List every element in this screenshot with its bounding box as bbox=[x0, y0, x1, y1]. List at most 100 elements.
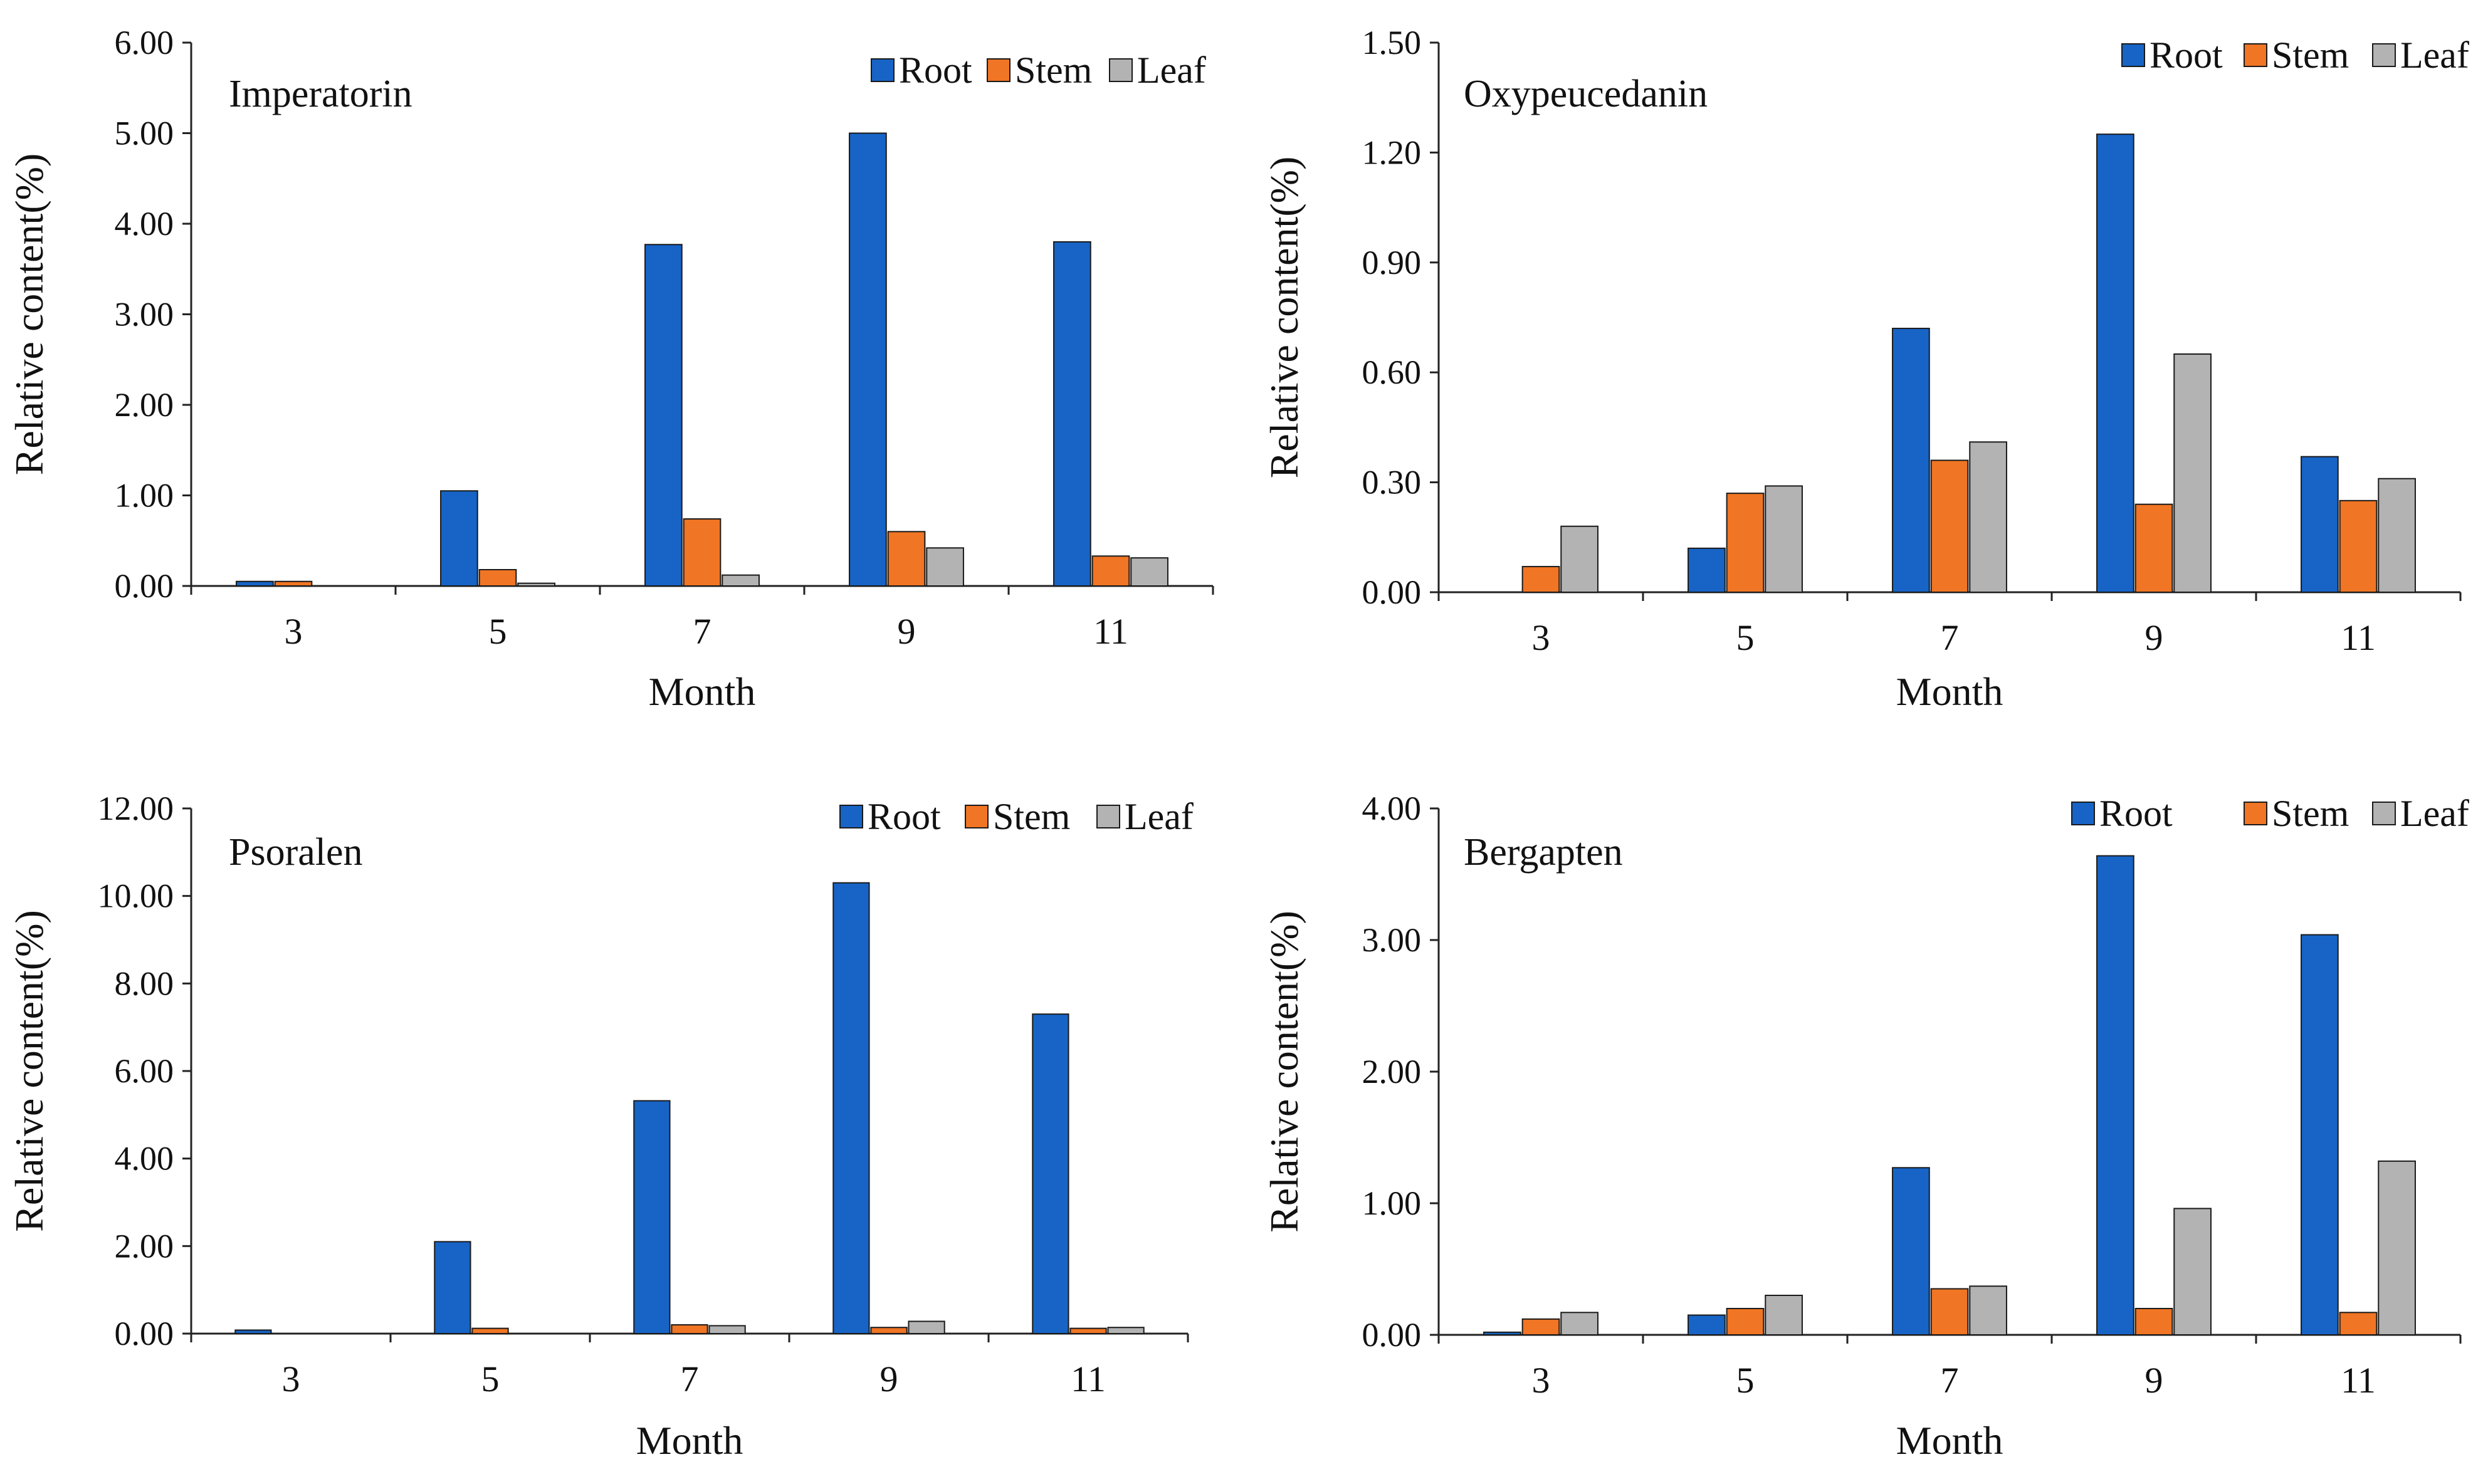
legend-label-stem: Stem bbox=[2272, 34, 2349, 76]
legend-swatch-stem bbox=[2244, 802, 2267, 825]
panel-title: Imperatorin bbox=[229, 73, 412, 115]
x-tick-label: 3 bbox=[1532, 617, 1550, 658]
bar-root-month-11 bbox=[1032, 1013, 1069, 1334]
x-tick-label: 11 bbox=[1071, 1359, 1106, 1399]
x-tick-label: 3 bbox=[285, 611, 303, 652]
chart-panel-imperatorin: 0.00 1.00 2.00 3.00 4.00 5.00 6.00 3 5 7 9 11 Impera… bbox=[7, 24, 1214, 714]
y-tick-label: 4.00 bbox=[1362, 790, 1422, 827]
bar-stem-month-5 bbox=[471, 1327, 509, 1335]
bar-stem-month-9 bbox=[2134, 503, 2173, 593]
y-tick-label: 1.00 bbox=[1362, 1184, 1422, 1222]
y-tick-label: 1.00 bbox=[115, 477, 174, 515]
bar-leaf-month-11 bbox=[1130, 557, 1168, 587]
bar-stem-month-5 bbox=[478, 568, 517, 587]
bar-leaf-month-5 bbox=[517, 582, 555, 587]
y-tick-label: 2.00 bbox=[115, 386, 174, 424]
y-tick-label: 0.00 bbox=[115, 567, 174, 605]
y-tick-label: 5.00 bbox=[115, 115, 174, 152]
bar-leaf-month-7 bbox=[1969, 441, 2007, 593]
y-tick-label: 12.00 bbox=[98, 790, 174, 827]
x-tick-label: 5 bbox=[1736, 1360, 1755, 1401]
bar-leaf-month-5 bbox=[1765, 485, 1803, 593]
x-tick-label: 7 bbox=[1941, 617, 1959, 658]
x-axis-title: Month bbox=[1896, 1418, 2003, 1463]
y-tick-label: 8.00 bbox=[115, 964, 174, 1002]
y-tick-label: 1.50 bbox=[1362, 24, 1422, 61]
x-tick-label: 9 bbox=[2145, 617, 2163, 658]
x-axis-title: Month bbox=[636, 1418, 743, 1463]
legend-swatch-leaf bbox=[1096, 805, 1120, 828]
bar-stem-month-9 bbox=[2134, 1308, 2173, 1335]
bar-root-month-5 bbox=[1688, 1314, 1726, 1335]
legend-swatch-root bbox=[2071, 802, 2095, 825]
legend: Root Stem Leaf bbox=[2071, 793, 2469, 834]
legend-label-leaf: Leaf bbox=[1137, 50, 1206, 91]
bar-stem-month-7 bbox=[1930, 1288, 1969, 1335]
legend-label-stem: Stem bbox=[993, 796, 1070, 837]
x-tick-label: 11 bbox=[2341, 1360, 2376, 1401]
x-tick-label: 9 bbox=[2145, 1360, 2163, 1401]
x-tick-label: 7 bbox=[1941, 1360, 1959, 1401]
bar-leaf-month-11 bbox=[1107, 1327, 1145, 1335]
x-tick-label: 5 bbox=[489, 611, 507, 652]
legend-swatch-root bbox=[2121, 43, 2145, 67]
bar-stem-month-11 bbox=[2339, 499, 2378, 593]
bar-root-month-9 bbox=[2096, 133, 2134, 593]
bar-root-month-5 bbox=[434, 1241, 471, 1334]
legend-swatch-stem bbox=[965, 805, 989, 828]
bar-stem-month-9 bbox=[887, 531, 926, 587]
y-tick-label: 0.60 bbox=[1362, 353, 1422, 391]
legend-swatch-stem bbox=[987, 58, 1011, 82]
y-tick-label: 0.00 bbox=[115, 1315, 174, 1352]
bar-leaf-month-9 bbox=[926, 547, 964, 587]
bar-root-month-9 bbox=[2096, 855, 2134, 1335]
y-axis-title: Relative content(%) bbox=[1262, 911, 1306, 1233]
bar-stem-month-3 bbox=[274, 580, 313, 587]
bar-leaf-month-7 bbox=[1969, 1285, 2007, 1336]
bar-leaf-month-9 bbox=[908, 1320, 945, 1335]
x-tick-label: 11 bbox=[1093, 611, 1128, 652]
legend-swatch-stem bbox=[2244, 43, 2267, 67]
bar-leaf-month-11 bbox=[2378, 478, 2416, 593]
x-tick-label: 5 bbox=[1736, 617, 1755, 658]
bar-stem-month-11 bbox=[2339, 1312, 2378, 1336]
bar-leaf-month-11 bbox=[2378, 1160, 2416, 1336]
bar-stem-month-7 bbox=[1930, 459, 1969, 593]
x-axis-title: Month bbox=[649, 669, 756, 714]
bar-root-month-11 bbox=[2301, 934, 2339, 1335]
y-tick-label: 4.00 bbox=[115, 1140, 174, 1178]
legend-label-root: Root bbox=[2150, 34, 2223, 76]
legend-label-root: Root bbox=[2099, 793, 2173, 834]
legend-label-leaf: Leaf bbox=[1125, 796, 1194, 837]
x-tick-label: 3 bbox=[282, 1359, 300, 1399]
bar-stem-month-7 bbox=[683, 518, 722, 587]
bar-root-month-9 bbox=[849, 132, 887, 587]
bar-leaf-month-7 bbox=[722, 574, 760, 587]
legend-swatch-leaf bbox=[2372, 802, 2396, 825]
chart-panel-bergapten: 0.00 1.00 2.00 3.00 4.00 3 5 7 9 11 Bergapten Month… bbox=[1262, 790, 2469, 1463]
bar-root-month-7 bbox=[644, 244, 683, 587]
bar-root-month-3 bbox=[234, 1329, 272, 1334]
bar-root-month-9 bbox=[832, 882, 870, 1334]
y-tick-label: 3.00 bbox=[115, 296, 174, 333]
legend-label-root: Root bbox=[868, 796, 941, 837]
bar-stem-month-9 bbox=[870, 1327, 908, 1335]
x-tick-label: 7 bbox=[693, 611, 711, 652]
bar-stem-month-3 bbox=[1521, 1318, 1560, 1336]
legend: Root Stem Leaf bbox=[871, 50, 1206, 91]
legend: Root Stem Leaf bbox=[2121, 34, 2469, 76]
bar-root-month-7 bbox=[633, 1100, 671, 1335]
y-tick-label: 6.00 bbox=[115, 1052, 174, 1090]
bar-root-month-7 bbox=[1892, 328, 1930, 593]
y-axis-title: Relative content(%) bbox=[7, 154, 51, 476]
bar-stem-month-5 bbox=[1726, 1308, 1765, 1335]
legend-label-stem: Stem bbox=[2272, 793, 2349, 834]
bar-stem-month-11 bbox=[1091, 555, 1130, 587]
y-axis-title: Relative content(%) bbox=[7, 910, 51, 1232]
x-tick-label: 3 bbox=[1532, 1360, 1550, 1401]
bar-root-month-11 bbox=[2301, 456, 2339, 593]
y-tick-label: 4.00 bbox=[115, 205, 174, 243]
x-tick-label: 9 bbox=[880, 1359, 898, 1399]
y-axis-title: Relative content(%) bbox=[1262, 157, 1306, 479]
